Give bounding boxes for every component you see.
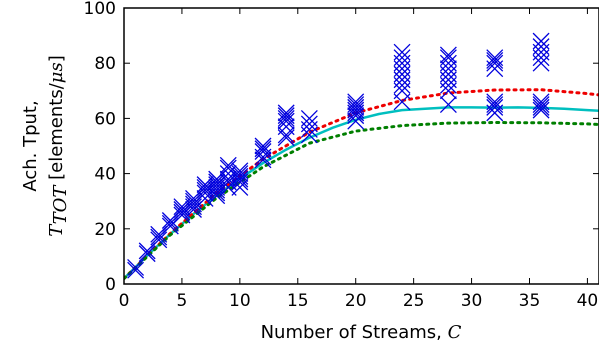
data-point — [532, 96, 550, 114]
data-point — [439, 96, 457, 114]
fit-curves — [124, 88, 599, 280]
x-tick-label: 0 — [119, 291, 130, 311]
data-point — [532, 38, 550, 56]
data-point — [138, 245, 156, 263]
x-tick-label: 35 — [519, 291, 541, 311]
fit-curve-solid — [124, 106, 599, 280]
data-point — [254, 140, 272, 158]
data-point — [277, 112, 295, 130]
y-tick-label: 80 — [94, 54, 116, 74]
fit-curve-dotted-upper — [124, 88, 599, 280]
data-point — [254, 137, 272, 155]
plot-frame — [123, 7, 599, 285]
x-axis-label: Number of Streams, C — [261, 322, 462, 343]
axis-ticks: 0 5 10 15 20 25 30 35 40 0 20 40 60 80 100 — [84, 0, 599, 311]
data-point — [486, 98, 504, 116]
data-point — [347, 93, 365, 111]
data-point — [439, 54, 457, 72]
x-tick-label: 30 — [461, 291, 483, 311]
data-point — [254, 143, 272, 160]
data-point — [231, 167, 249, 185]
data-point — [439, 46, 457, 64]
data-point — [393, 43, 411, 61]
data-point — [347, 96, 365, 114]
data-point — [486, 49, 504, 67]
data-point — [532, 101, 550, 119]
y-tick-label: 40 — [94, 165, 116, 185]
data-point — [185, 198, 202, 216]
y-tick-label: 60 — [94, 109, 116, 129]
data-point — [231, 165, 249, 183]
data-point — [300, 115, 318, 133]
data-point — [127, 261, 145, 279]
x-tick-label: 15 — [287, 291, 309, 311]
data-point — [347, 101, 365, 119]
data-point — [150, 231, 168, 249]
x-tick-label: 25 — [403, 291, 425, 311]
data-point — [532, 93, 550, 111]
data-point — [277, 107, 295, 125]
data-point — [532, 32, 550, 50]
x-tick-label: 40 — [577, 291, 599, 311]
y-tick-label: 0 — [105, 275, 116, 295]
x-tick-label: 10 — [229, 291, 251, 311]
data-point — [486, 54, 504, 72]
x-tick-label: 20 — [345, 291, 367, 311]
data-point — [347, 98, 365, 116]
data-point — [231, 170, 249, 188]
data-point — [300, 109, 318, 127]
data-point — [439, 49, 457, 67]
data-point — [393, 49, 411, 67]
y-tick-label: 100 — [84, 0, 116, 19]
y-axis-label-line1: Ach. Tput, — [20, 100, 41, 191]
data-markers — [127, 32, 550, 279]
data-point — [127, 258, 145, 276]
y-axis-label: Ach. Tput, — [20, 100, 41, 191]
y-axis-label-line2: TTOT [elements/μs] — [46, 55, 71, 237]
x-tick-label: 5 — [177, 291, 188, 311]
data-point — [486, 93, 504, 111]
data-point — [486, 96, 504, 114]
data-point — [277, 126, 295, 144]
data-point — [486, 51, 504, 69]
y-tick-label: 20 — [94, 220, 116, 240]
data-point — [277, 109, 295, 127]
y-axis-label-2: TTOT [elements/μs] — [46, 55, 71, 237]
data-point — [231, 162, 249, 180]
fit-curve-dotted-lower — [124, 120, 599, 280]
data-point — [532, 98, 550, 116]
data-point — [277, 104, 295, 122]
